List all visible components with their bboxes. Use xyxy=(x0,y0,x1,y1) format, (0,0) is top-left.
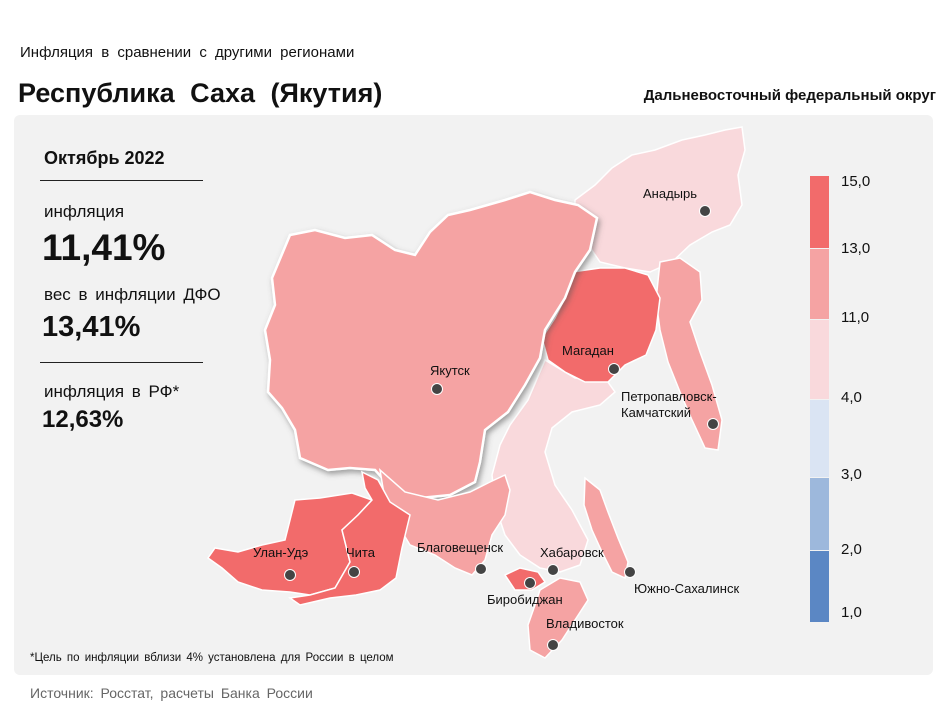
inflation-label: инфляция xyxy=(44,202,125,221)
legend-swatch-4-11 xyxy=(810,320,829,399)
legend-tick: 4,0 xyxy=(841,389,862,406)
divider-top xyxy=(40,180,203,181)
city-label-petropavlovsk: Петропавловск- Камчатский xyxy=(621,389,720,420)
legend-swatch-3-4 xyxy=(810,400,829,477)
city-ulan-ude: Улан-Удэ xyxy=(253,545,309,581)
inflation-value: 11,41% xyxy=(42,227,166,268)
legend-swatch-13-15 xyxy=(810,176,829,248)
region-primorsky xyxy=(527,577,589,659)
city-label-ulan-ude: Улан-Удэ xyxy=(253,545,309,560)
weight-value: 13,41% xyxy=(42,311,141,343)
legend-swatch-11-13 xyxy=(810,249,829,319)
legend-tick: 3,0 xyxy=(841,466,862,483)
city-label-yakutsk: Якутск xyxy=(430,363,470,378)
city-label-anadyr: Анадырь xyxy=(643,186,697,201)
city-khabarovsk: Хабаровск xyxy=(540,545,604,576)
city-label-khabarovsk: Хабаровск xyxy=(540,545,604,560)
legend-tick: 11,0 xyxy=(841,309,870,326)
period-label: Октябрь 2022 xyxy=(44,148,165,168)
city-label-yuzhno-sakhalinsk: Южно-Сахалинск xyxy=(634,581,739,596)
region-sakha xyxy=(263,190,599,500)
city-magadan: Магадан xyxy=(562,343,620,375)
weight-label: вес в инфляции ДФО xyxy=(44,285,221,304)
legend-swatch-2-3 xyxy=(810,478,829,550)
city-label-birobidzhan: Биробиджан xyxy=(487,592,563,607)
region-sakhalin xyxy=(583,476,629,580)
legend-swatch-1-2 xyxy=(810,551,829,622)
city-yakutsk: Якутск xyxy=(430,363,470,395)
footnote: *Цель по инфляции вблизи 4% установлена … xyxy=(30,652,394,664)
city-label-chita: Чита xyxy=(346,545,376,560)
region-chukotka xyxy=(574,126,746,273)
legend-tick: 1,0 xyxy=(841,604,862,621)
rf-inflation-value: 12,63% xyxy=(42,406,124,433)
region-amur xyxy=(378,468,511,576)
region-jewish-ao xyxy=(503,567,547,591)
city-label-vladivostok: Владивосток xyxy=(546,616,624,631)
city-petropavlovsk: Петропавловск- Камчатский xyxy=(621,389,720,430)
city-label-magadan: Магадан xyxy=(562,343,614,358)
region-khabarovsk xyxy=(491,358,617,573)
city-anadyr: Анадырь xyxy=(643,186,711,217)
district-label: Дальневосточный федеральный округ xyxy=(643,87,936,104)
city-chita: Чита xyxy=(346,545,376,578)
city-birobidzhan: Биробиджан xyxy=(487,577,563,607)
city-vladivostok: Владивосток xyxy=(546,616,624,651)
region-kamchatka xyxy=(655,257,723,451)
region-zabaykalsky xyxy=(288,470,411,606)
supertitle: Инфляция в сравнении с другими регионами xyxy=(20,44,355,61)
city-blagoveshchensk: Благовещенск xyxy=(417,540,503,575)
page-title: Республика Саха (Якутия) xyxy=(18,78,383,108)
source-note: Источник: Росстат, расчеты Банка России xyxy=(30,685,313,701)
city-label-blagoveshchensk: Благовещенск xyxy=(417,540,503,555)
legend-tick: 15,0 xyxy=(841,173,871,190)
legend-tick: 13,0 xyxy=(841,240,871,257)
legend-tick: 2,0 xyxy=(841,541,862,558)
city-yuzhno-sakhalinsk: Южно-Сахалинск xyxy=(624,566,739,596)
rf-inflation-label: инфляция в РФ* xyxy=(44,382,180,401)
divider-bottom xyxy=(40,362,203,363)
